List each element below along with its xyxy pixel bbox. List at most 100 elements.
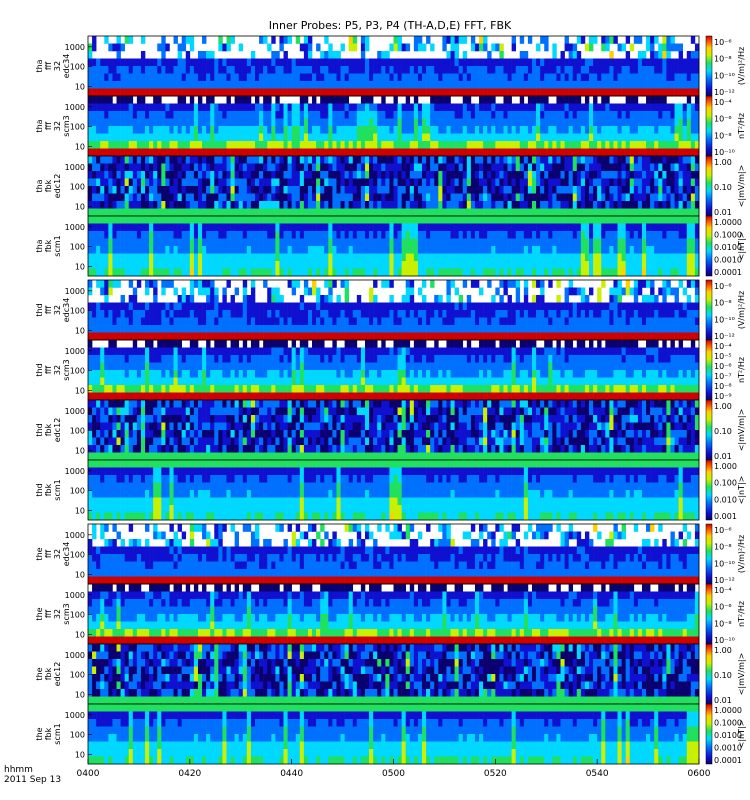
spectrogram-cell bbox=[88, 216, 93, 224]
spectrogram-cell bbox=[523, 223, 529, 232]
spectrogram-cell bbox=[149, 171, 154, 179]
spectrogram-cell bbox=[666, 186, 671, 194]
spectrogram-cell bbox=[132, 201, 138, 209]
spectrogram-cell bbox=[483, 171, 488, 179]
spectrogram-cell bbox=[149, 216, 154, 224]
spectrogram-cell bbox=[202, 238, 207, 247]
spectrogram-cell bbox=[360, 223, 366, 232]
spectrogram-cell bbox=[470, 268, 476, 277]
spectrogram-cell bbox=[540, 178, 545, 187]
spectrogram-cell bbox=[597, 253, 602, 262]
spectrogram-cell bbox=[238, 96, 244, 104]
spectrogram-cell bbox=[356, 103, 362, 112]
spectrogram-cell bbox=[303, 126, 309, 134]
spectrogram-cell bbox=[267, 193, 272, 202]
spectrogram-cell bbox=[222, 88, 227, 97]
spectrogram-cell bbox=[495, 118, 500, 127]
spectrogram-cell bbox=[279, 66, 284, 74]
spectrogram-cell bbox=[617, 246, 622, 254]
spectrogram-cell bbox=[621, 58, 626, 67]
spectrogram-cell bbox=[128, 223, 134, 232]
spectrogram-cell bbox=[527, 156, 533, 164]
spectrogram-cell bbox=[124, 253, 130, 262]
spectrogram-cell bbox=[409, 208, 415, 217]
spectrogram-cell bbox=[128, 310, 134, 318]
spectrogram-cell bbox=[658, 73, 663, 82]
spectrogram-cell bbox=[605, 58, 610, 67]
spectrogram-cell bbox=[259, 81, 264, 89]
spectrogram-cell bbox=[446, 148, 451, 157]
spectrogram-cell bbox=[397, 253, 402, 262]
spectrogram-cell bbox=[470, 103, 476, 112]
spectrogram-cell bbox=[487, 148, 492, 157]
spectrogram-cell bbox=[479, 238, 484, 247]
spectrogram-cell bbox=[173, 223, 178, 232]
spectrogram-cell bbox=[181, 193, 187, 202]
spectrogram-cell bbox=[617, 171, 622, 179]
spectrogram-cell bbox=[597, 171, 602, 179]
spectrogram-cell bbox=[527, 141, 533, 149]
spectrogram-cell bbox=[214, 148, 219, 157]
spectrogram-cell bbox=[584, 178, 590, 187]
spectrogram-cell bbox=[507, 58, 512, 67]
spectrogram-cell bbox=[641, 111, 647, 119]
spectrogram-cell bbox=[422, 246, 427, 254]
spectrogram-cell bbox=[324, 81, 329, 89]
spectrogram-cell bbox=[515, 148, 521, 157]
spectrogram-cell bbox=[197, 51, 203, 59]
spectrogram-cell bbox=[389, 261, 394, 269]
spectrogram-cell bbox=[670, 253, 675, 262]
spectrogram-cell bbox=[218, 178, 223, 187]
spectrogram-cell bbox=[120, 246, 125, 254]
spectrogram-cell bbox=[548, 73, 553, 82]
spectrogram-cell bbox=[413, 88, 419, 97]
spectrogram-cell bbox=[605, 111, 610, 119]
spectrogram-cell bbox=[397, 81, 402, 89]
spectrogram-cell bbox=[316, 287, 321, 296]
spectrogram-cell bbox=[250, 201, 256, 209]
spectrogram-cell bbox=[413, 103, 419, 112]
spectrogram-cell bbox=[161, 208, 166, 217]
spectrogram-cell bbox=[584, 141, 590, 149]
spectrogram-cell bbox=[552, 253, 557, 262]
spectrogram-cell bbox=[132, 268, 138, 277]
spectrogram-cell bbox=[356, 163, 362, 172]
spectrogram-cell bbox=[584, 66, 590, 74]
spectrogram-cell bbox=[153, 261, 158, 269]
spectrogram-cell bbox=[662, 156, 667, 164]
spectrogram-cell bbox=[442, 81, 447, 89]
spectrogram-cell bbox=[364, 178, 370, 187]
spectrogram-cell bbox=[527, 111, 533, 119]
spectrogram-cell bbox=[409, 201, 415, 209]
spectrogram-cell bbox=[474, 246, 480, 254]
spectrogram-cell bbox=[145, 310, 150, 318]
spectrogram-cell bbox=[613, 238, 618, 247]
spectrogram-cell bbox=[320, 332, 325, 341]
spectrogram-cell bbox=[438, 238, 443, 247]
spectrogram-cell bbox=[613, 253, 618, 262]
spectrogram-cell bbox=[104, 287, 109, 296]
spectrogram-cell bbox=[230, 66, 235, 74]
spectrogram-cell bbox=[116, 73, 121, 82]
spectrogram-cell bbox=[259, 111, 264, 119]
spectrogram-cell bbox=[584, 193, 590, 202]
spectrogram-cell bbox=[503, 81, 508, 89]
spectrogram-cell bbox=[242, 163, 248, 172]
spectrogram-cell bbox=[568, 126, 574, 134]
spectrogram-cell bbox=[324, 332, 329, 341]
y-tick-label: 100 bbox=[70, 123, 85, 132]
spectrogram-cell bbox=[564, 171, 569, 179]
spectrogram-cell bbox=[259, 231, 264, 239]
spectrogram-cell bbox=[112, 325, 117, 333]
spectrogram-cell bbox=[666, 208, 671, 217]
spectrogram-cell bbox=[348, 163, 354, 172]
spectrogram-cell bbox=[556, 103, 561, 112]
spectrogram-cell bbox=[234, 238, 240, 247]
spectrogram-cell bbox=[157, 310, 162, 318]
spectrogram-cell bbox=[674, 253, 679, 262]
spectrogram-cell bbox=[430, 216, 435, 224]
spectrogram-cell bbox=[417, 223, 423, 232]
spectrogram-cell bbox=[422, 171, 427, 179]
spectrogram-cell bbox=[507, 126, 512, 134]
spectrogram-cell bbox=[474, 186, 480, 194]
